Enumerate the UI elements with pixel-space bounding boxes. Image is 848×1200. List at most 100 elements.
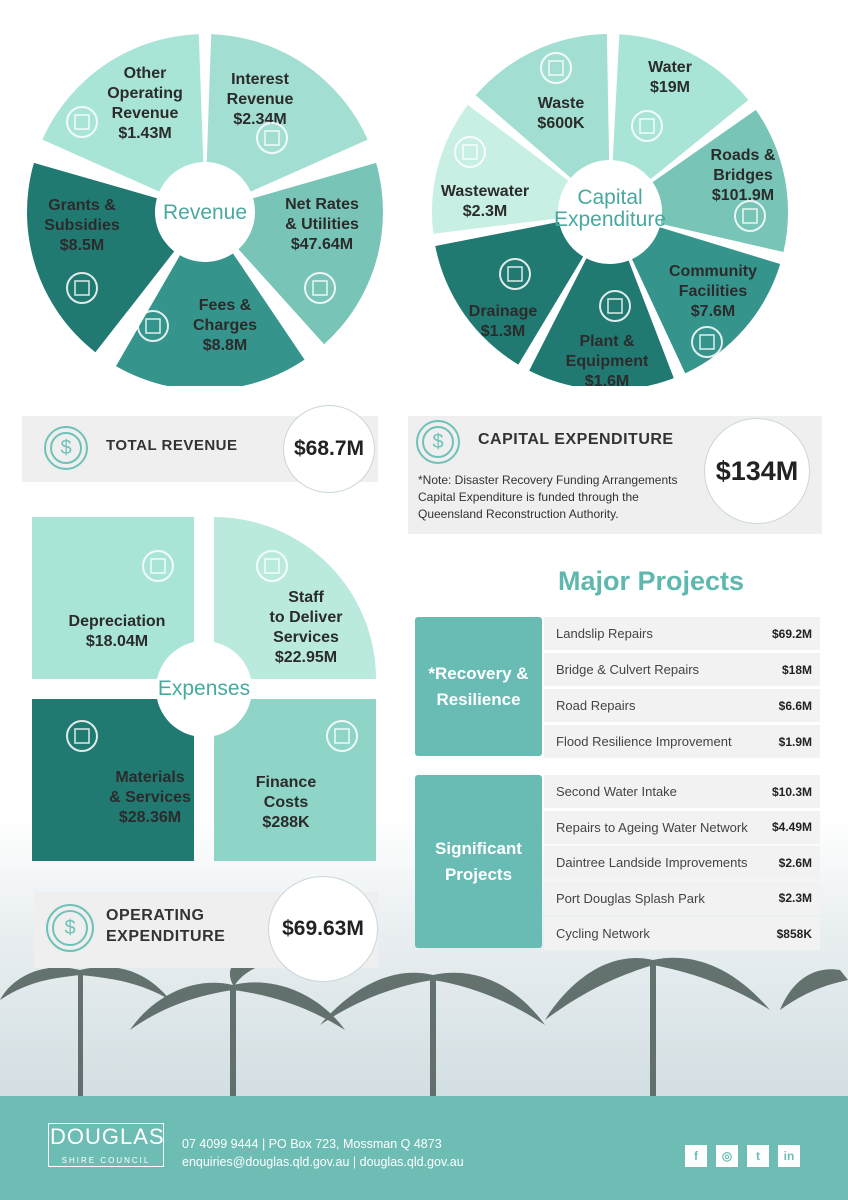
logo-subtitle: SHIRE COUNCIL <box>61 1156 151 1165</box>
segment-label-line: Depreciation <box>69 613 166 630</box>
revenue-segment <box>116 253 305 386</box>
segment-label-line: Wastewater <box>441 183 529 200</box>
project-amount: $18M <box>781 662 812 677</box>
capital-expenditure-label: CAPITAL EXPENDITURE <box>478 431 674 448</box>
capital-segment-label: Waste $600K <box>537 95 585 132</box>
revenue-segment <box>206 34 368 192</box>
segment-label-line: Materials <box>115 769 184 786</box>
significant-projects-label: Significant Projects <box>415 775 542 948</box>
headset-person-icon <box>256 550 288 582</box>
project-name: Port Douglas Splash Park <box>556 890 705 906</box>
twitter-icon[interactable]: t <box>747 1145 769 1167</box>
project-name: Landslip Repairs <box>556 626 653 641</box>
calculator-coins-icon <box>326 720 358 752</box>
segment-label-line: Other <box>124 65 167 82</box>
project-row: Repairs to Ageing Water Network $4.49M <box>544 810 820 844</box>
segment-label-line: & Services <box>109 789 191 806</box>
capital-segment-label: Wastewater $2.3M <box>441 183 529 220</box>
instagram-icon[interactable]: ◎ <box>716 1145 738 1167</box>
segment-label-line: $18.04M <box>86 633 148 650</box>
revenue-segment-label: Grants & Subsidies $8.5M <box>44 197 120 254</box>
project-amount: $858K <box>776 926 812 941</box>
segment-label-line: Interest <box>231 71 289 88</box>
capital-segment <box>435 221 584 365</box>
project-name: Daintree Landside Improvements <box>556 855 748 870</box>
linkedin-icon[interactable]: in <box>778 1145 800 1167</box>
contact-email-web[interactable]: enquiries@douglas.qld.gov.au | douglas.q… <box>182 1155 464 1169</box>
pipe-icon <box>454 136 486 168</box>
capital-note-line-3: Queensland Reconstruction Authority. <box>418 507 619 521</box>
project-amount: $69.2M <box>771 626 812 641</box>
project-name: Flood Resilience Improvement <box>556 734 732 749</box>
project-row: Landslip Repairs $69.2M <box>544 617 820 650</box>
segment-label-line: Fees & <box>199 297 252 314</box>
segment-label-line: Grants & <box>48 197 116 214</box>
dollar-coin-icon: $ <box>416 420 460 464</box>
gear-tools-icon <box>304 272 336 304</box>
dollar-coin-icon: $ <box>46 904 94 952</box>
capital-segment <box>529 258 674 386</box>
project-name: Second Water Intake <box>556 784 677 799</box>
expenses-segment-label: Materials & Services $28.36M <box>109 769 191 826</box>
capital-expenditure-wheel: Waste $600K Water $19M Roads & Bridges $101.9M… <box>432 34 788 386</box>
segment-label-line: $1.3M <box>481 323 525 340</box>
revenue-segment <box>42 34 204 192</box>
segment-label-line: Waste <box>538 95 585 112</box>
project-amount: $10.3M <box>771 784 812 799</box>
capital-segment-label: Water $19M <box>648 59 692 96</box>
segment-label-line: $600K <box>537 115 585 132</box>
segment-label-line: Revenue <box>227 91 294 108</box>
project-row: Daintree Landside Improvements $2.6M <box>544 846 820 879</box>
segment-label-line: Equipment <box>566 353 649 370</box>
segment-label-line: $101.9M <box>712 187 774 204</box>
capital-note-line-1: *Note: Disaster Recovery Funding Arrange… <box>418 473 678 487</box>
segment-label-line: Staff <box>288 589 324 606</box>
major-projects-title: Major Projects <box>558 566 745 596</box>
total-revenue-value: $68.7M <box>283 405 375 493</box>
segment-label-line: Costs <box>264 794 309 811</box>
capital-center-label-1: Capital <box>577 186 642 209</box>
bin-icon <box>540 52 572 84</box>
project-row: Road Repairs $6.6M <box>544 689 820 722</box>
capital-segment <box>475 34 610 178</box>
operating-expenditure-value: $69.63M <box>268 876 378 982</box>
recovery-label-line-1: *Recovery & <box>428 663 529 683</box>
logo-wordmark: DOUGLAS <box>50 1124 165 1149</box>
capital-segment-label: Roads & Bridges $101.9M <box>711 147 776 204</box>
trolley-logs-icon <box>66 720 98 752</box>
revenue-center <box>159 166 251 258</box>
project-name: Road Repairs <box>556 698 636 713</box>
house-dollar-icon <box>256 122 288 154</box>
segment-label-line: Services <box>273 629 339 646</box>
segment-label-line: Net Rates <box>285 196 359 213</box>
segment-label-line: Water <box>648 59 692 76</box>
operating-expenditure-label-2: EXPENDITURE <box>106 928 226 945</box>
project-name: Repairs to Ageing Water Network <box>556 819 748 835</box>
significant-label-line-2: Projects <box>444 864 513 884</box>
recovery-label-line-2: Resilience <box>436 689 521 709</box>
expenses-segment-label: Depreciation $18.04M <box>69 613 166 650</box>
expenses-segment-label: Staff to Deliver Services $22.95M <box>270 589 343 666</box>
expenses-wheel: Depreciation $18.04M Staff to Deliver Servic… <box>32 517 376 861</box>
segment-label-line: $288K <box>262 814 310 831</box>
douglas-logo[interactable] <box>48 1123 164 1167</box>
project-name: Cycling Network <box>556 926 650 941</box>
project-amount: $2.6M <box>778 855 812 870</box>
segment-label-line: Charges <box>193 317 257 334</box>
capital-segment-label: Community Facilities $7.6M <box>669 263 757 320</box>
project-row: Cycling Network $858K <box>544 917 820 950</box>
segment-label-line: $8.5M <box>60 237 104 254</box>
plant-hand-icon <box>66 272 98 304</box>
operating-expenditure-label-1: OPERATING <box>106 907 205 924</box>
segment-label-line: Community <box>669 263 757 280</box>
revenue-wheel: Other Operating Revenue $1.43M Interest Reven… <box>27 34 383 386</box>
expenses-segment <box>32 517 194 679</box>
project-name: Bridge & Culvert Repairs <box>556 662 700 677</box>
capital-segment <box>612 34 749 180</box>
facebook-icon[interactable]: f <box>685 1145 707 1167</box>
capital-note-line-2: Capital Expenditure is funded through th… <box>418 490 639 504</box>
capital-segment-label: Drainage $1.3M <box>469 303 538 340</box>
project-amount: $2.3M <box>778 891 812 905</box>
segment-label-line: Drainage <box>469 303 538 320</box>
capital-segment <box>631 227 781 374</box>
